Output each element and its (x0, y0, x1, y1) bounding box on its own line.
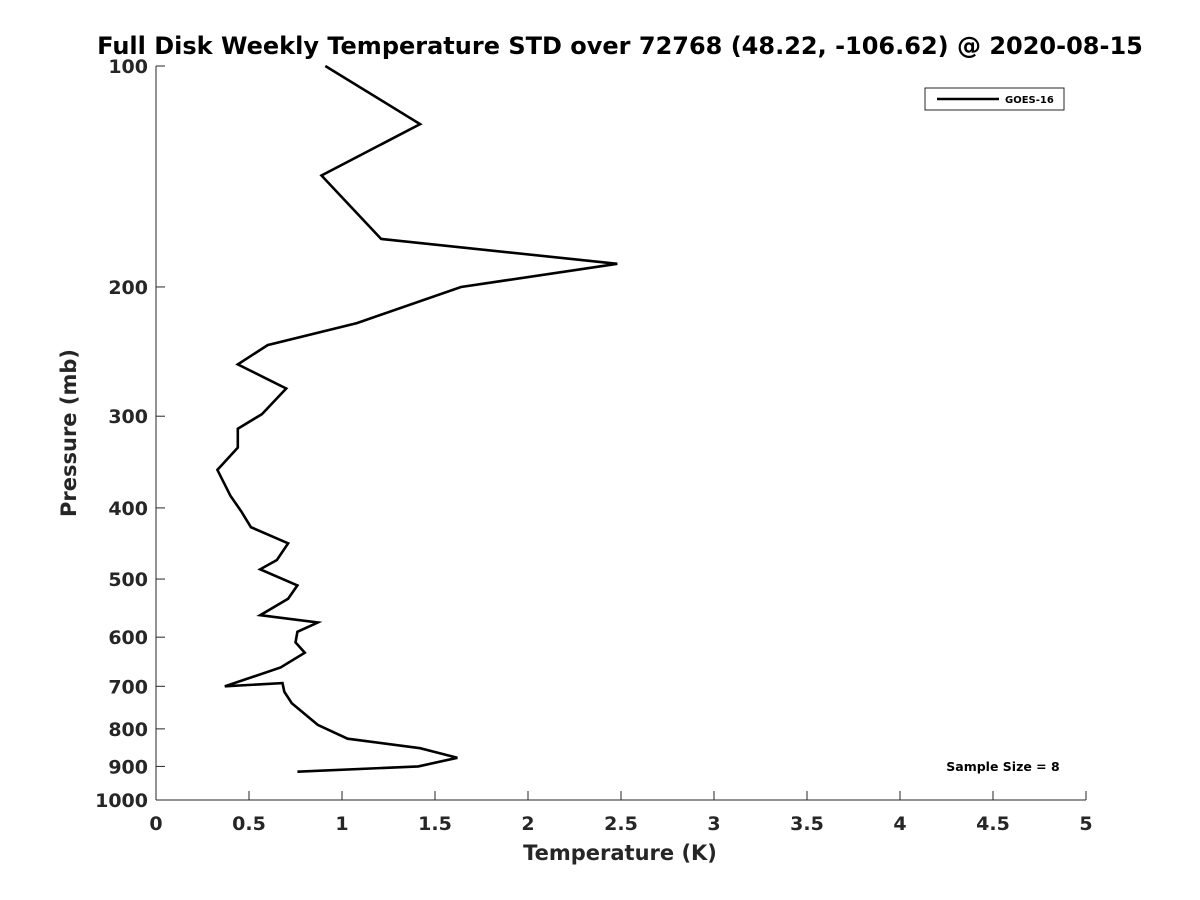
x-tick-label: 4.5 (976, 813, 1010, 835)
x-tick-label: 4 (893, 813, 906, 835)
x-axis-ticks: 0 0.5 1 1.5 2 2.5 3 3.5 4 4.5 5 (149, 791, 1093, 835)
x-tick-label: 5 (1079, 813, 1092, 835)
series-line-goes16 (215, 64, 618, 773)
y-tick-label: 300 (108, 406, 148, 428)
x-tick-label: 0 (149, 813, 162, 835)
legend-label: GOES-16 (1005, 95, 1054, 106)
y-tick-label: 600 (108, 627, 148, 649)
y-axis-label: Pressure (mb) (57, 349, 81, 517)
legend: GOES-16 (924, 87, 1065, 111)
x-tick-label: 3 (707, 813, 720, 835)
y-tick-label: 700 (108, 676, 148, 698)
y-tick-label: 100 (108, 56, 148, 78)
y-tick-label: 200 (108, 277, 148, 299)
y-tick-label: 400 (108, 498, 148, 520)
x-tick-label: 0.5 (232, 813, 266, 835)
x-tick-label: 2.5 (604, 813, 638, 835)
x-tick-label: 3.5 (790, 813, 824, 835)
y-axis-ticks: 100 200 300 400 500 600 700 800 900 1000 (95, 56, 165, 812)
x-tick-label: 1 (335, 813, 348, 835)
sample-size-annotation: Sample Size = 8 (946, 759, 1059, 774)
x-tick-label: 1.5 (418, 813, 452, 835)
y-tick-label: 800 (108, 719, 148, 741)
y-tick-label: 900 (108, 756, 148, 778)
plot-area (155, 66, 1086, 801)
chart-title: Full Disk Weekly Temperature STD over 72… (97, 32, 1143, 60)
y-tick-label: 1000 (95, 790, 148, 812)
x-axis-label: Temperature (K) (523, 841, 717, 865)
x-tick-label: 2 (521, 813, 534, 835)
y-tick-label: 500 (108, 569, 148, 591)
